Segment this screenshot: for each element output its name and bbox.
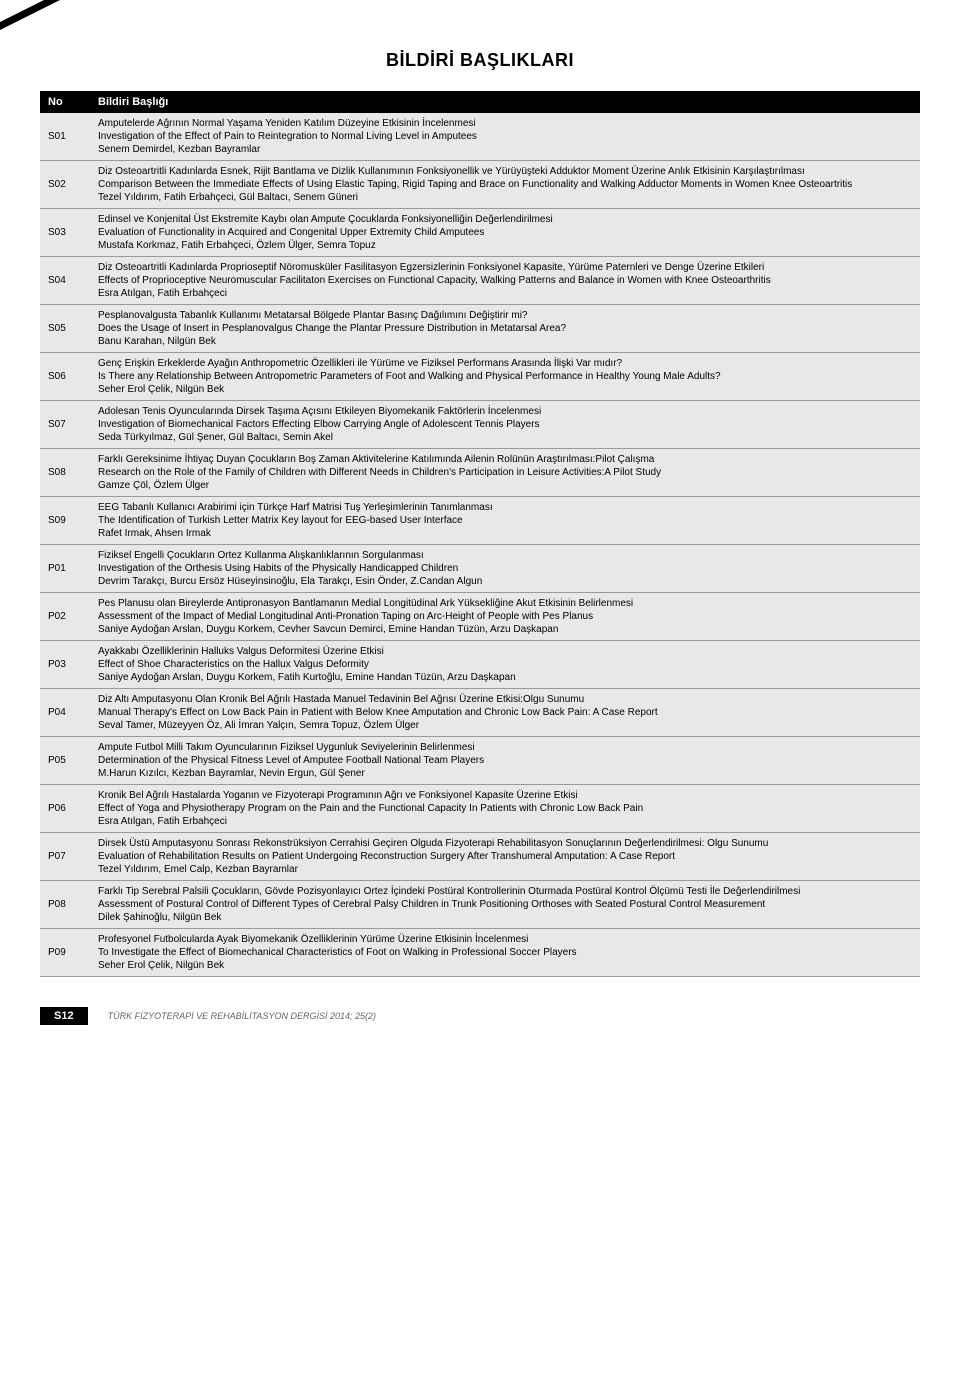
table-row: S01Amputelerde Ağrının Normal Yaşama Yen… [40,113,920,161]
cell-content: Kronik Bel Ağrılı Hastalarda Yoganın ve … [90,785,920,833]
cell-content: Fiziksel Engelli Çocukların Ortez Kullan… [90,545,920,593]
cell-content: Pes Planusu olan Bireylerde Antipronasyo… [90,593,920,641]
table-row: S07Adolesan Tenis Oyuncularında Dirsek T… [40,401,920,449]
cell-no: S01 [40,113,90,161]
cell-content: Pesplanovalgusta Tabanlık Kullanımı Meta… [90,305,920,353]
table-row: P01Fiziksel Engelli Çocukların Ortez Kul… [40,545,920,593]
table-row: P05Ampute Futbol Milli Takım Oyuncuların… [40,737,920,785]
cell-no: S07 [40,401,90,449]
abstracts-table: No Bildiri Başlığı S01Amputelerde Ağrını… [40,91,920,977]
cell-content: Farklı Gereksinime İhtiyaç Duyan Çocukla… [90,449,920,497]
page-container: BİLDİRİ BAŞLIKLARI No Bildiri Başlığı S0… [0,0,960,1045]
table-body: S01Amputelerde Ağrının Normal Yaşama Yen… [40,113,920,977]
cell-content: Edinsel ve Konjenital Üst Ekstremite Kay… [90,209,920,257]
cell-no: P02 [40,593,90,641]
cell-no: S09 [40,497,90,545]
footer-page-number: S12 [40,1007,88,1025]
corner-decoration [0,0,60,30]
cell-content: Genç Erişkin Erkeklerde Ayağın Anthropom… [90,353,920,401]
table-row: S03Edinsel ve Konjenital Üst Ekstremite … [40,209,920,257]
cell-no: P04 [40,689,90,737]
cell-content: Diz Osteoartritli Kadınlarda Esnek, Riji… [90,161,920,209]
cell-content: Farklı Tip Serebral Palsili Çocukların, … [90,881,920,929]
table-row: P08Farklı Tip Serebral Palsili Çocukları… [40,881,920,929]
table-row: S06Genç Erişkin Erkeklerde Ayağın Anthro… [40,353,920,401]
cell-no: S03 [40,209,90,257]
cell-no: S05 [40,305,90,353]
table-row: S02Diz Osteoartritli Kadınlarda Esnek, R… [40,161,920,209]
cell-no: S04 [40,257,90,305]
table-row: S05Pesplanovalgusta Tabanlık Kullanımı M… [40,305,920,353]
cell-content: Amputelerde Ağrının Normal Yaşama Yenide… [90,113,920,161]
cell-no: S02 [40,161,90,209]
cell-no: P05 [40,737,90,785]
cell-content: Profesyonel Futbolcularda Ayak Biyomekan… [90,929,920,977]
cell-content: EEG Tabanlı Kullanıcı Arabirimi için Tür… [90,497,920,545]
cell-no: P03 [40,641,90,689]
table-row: S09EEG Tabanlı Kullanıcı Arabirimi için … [40,497,920,545]
cell-content: Adolesan Tenis Oyuncularında Dirsek Taşı… [90,401,920,449]
cell-no: P07 [40,833,90,881]
page-title: BİLDİRİ BAŞLIKLARI [40,50,920,71]
page-footer: S12 TÜRK FİZYOTERAPİ VE REHABİLİTASYON D… [40,1007,920,1025]
cell-content: Ayakkabı Özelliklerinin Halluks Valgus D… [90,641,920,689]
table-header-row: No Bildiri Başlığı [40,91,920,113]
cell-no: P01 [40,545,90,593]
table-row: P09Profesyonel Futbolcularda Ayak Biyome… [40,929,920,977]
table-row: P06Kronik Bel Ağrılı Hastalarda Yoganın … [40,785,920,833]
table-row: S08Farklı Gereksinime İhtiyaç Duyan Çocu… [40,449,920,497]
col-header-title: Bildiri Başlığı [90,91,920,113]
cell-content: Dirsek Üstü Amputasyonu Sonrası Rekonstr… [90,833,920,881]
cell-no: P08 [40,881,90,929]
cell-no: S06 [40,353,90,401]
cell-content: Diz Osteoartritli Kadınlarda Propriosept… [90,257,920,305]
table-row: P04Diz Altı Amputasyonu Olan Kronik Bel … [40,689,920,737]
cell-no: S08 [40,449,90,497]
col-header-no: No [40,91,90,113]
table-row: P03Ayakkabı Özelliklerinin Halluks Valgu… [40,641,920,689]
cell-no: P06 [40,785,90,833]
cell-no: P09 [40,929,90,977]
cell-content: Diz Altı Amputasyonu Olan Kronik Bel Ağr… [90,689,920,737]
table-row: P02Pes Planusu olan Bireylerde Antiprona… [40,593,920,641]
table-row: P07Dirsek Üstü Amputasyonu Sonrası Rekon… [40,833,920,881]
table-row: S04Diz Osteoartritli Kadınlarda Proprios… [40,257,920,305]
cell-content: Ampute Futbol Milli Takım Oyuncularının … [90,737,920,785]
footer-journal: TÜRK FİZYOTERAPİ VE REHABİLİTASYON DERGİ… [108,1011,376,1021]
